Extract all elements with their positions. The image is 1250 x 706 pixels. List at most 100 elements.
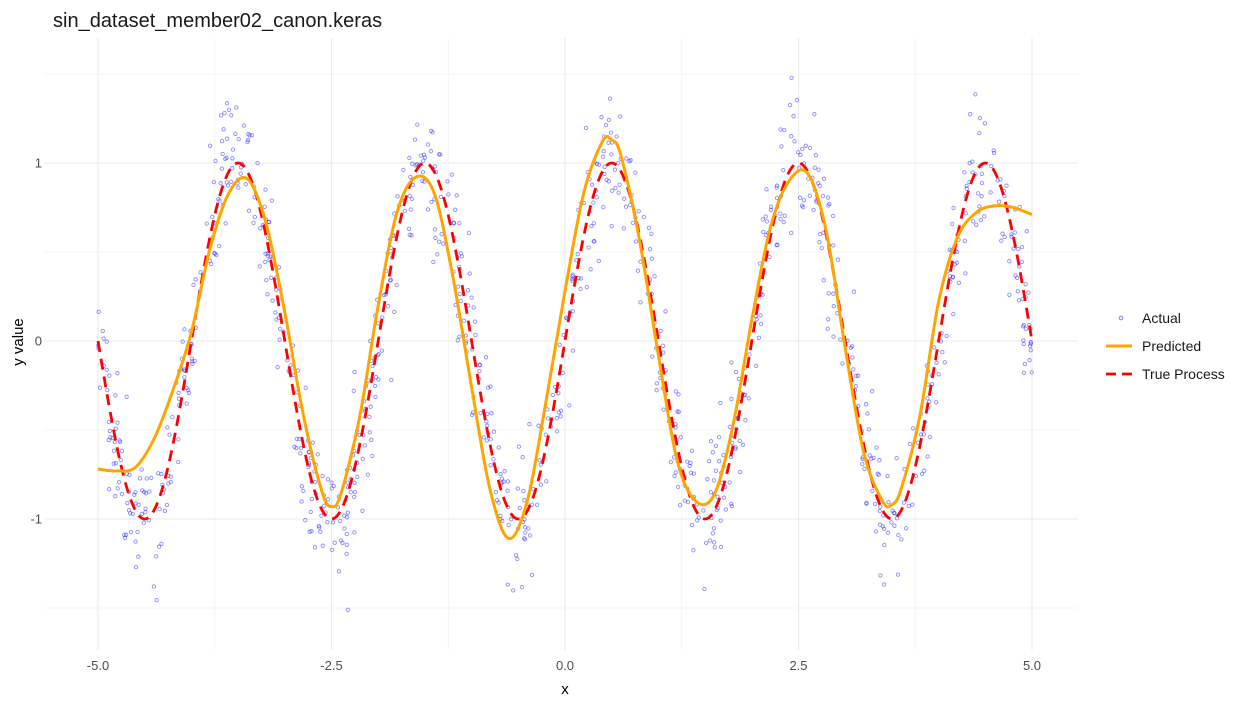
- actual-point: [292, 444, 297, 449]
- actual-point: [370, 453, 375, 459]
- actual-point: [180, 339, 185, 344]
- actual-point: [554, 429, 560, 434]
- actual-point: [151, 584, 157, 589]
- actual-point: [211, 179, 217, 185]
- actual-point: [774, 183, 780, 188]
- actual-point: [529, 572, 535, 577]
- actual-point: [141, 489, 147, 495]
- actual-point: [877, 508, 882, 514]
- actual-point: [255, 160, 260, 166]
- actual-point: [807, 193, 812, 198]
- actual-point: [624, 156, 629, 161]
- actual-point: [622, 196, 627, 201]
- actual-point: [122, 532, 127, 537]
- actual-point: [838, 337, 843, 342]
- actual-point: [230, 166, 235, 171]
- legend-key-actual: [1118, 315, 1124, 321]
- actual-point: [889, 520, 894, 525]
- actual-point: [115, 371, 120, 376]
- actual-point: [165, 425, 170, 430]
- actual-point: [880, 524, 886, 529]
- actual-point: [164, 502, 170, 508]
- actual-point: [386, 304, 391, 309]
- actual-point: [831, 304, 836, 309]
- actual-point: [493, 490, 499, 495]
- actual-point: [711, 540, 717, 545]
- actual-point: [127, 472, 132, 478]
- actual-point: [491, 429, 497, 434]
- actual-point: [570, 272, 575, 277]
- actual-point: [511, 588, 516, 593]
- actual-point: [676, 409, 681, 414]
- x-tick-label: -2.5: [320, 658, 342, 673]
- actual-point: [758, 321, 764, 327]
- actual-point: [1029, 370, 1034, 375]
- actual-point: [652, 274, 657, 279]
- actual-point: [352, 480, 357, 485]
- actual-point: [97, 385, 103, 390]
- actual-point: [133, 539, 138, 544]
- actual-point: [608, 130, 614, 135]
- actual-point: [298, 451, 303, 456]
- actual-point: [1021, 322, 1027, 328]
- actual-point: [485, 423, 490, 428]
- actual-point: [517, 505, 522, 511]
- actual-point: [455, 338, 460, 343]
- actual-point: [594, 195, 599, 200]
- actual-point: [882, 542, 887, 548]
- actual-point: [875, 471, 880, 476]
- actual-point: [422, 179, 427, 184]
- actual-point: [1022, 361, 1028, 367]
- actual-point: [224, 180, 229, 185]
- actual-point: [1007, 292, 1012, 297]
- actual-point: [137, 476, 143, 481]
- actual-point: [469, 295, 474, 300]
- actual-point: [925, 454, 930, 459]
- actual-point: [338, 538, 344, 543]
- actual-point: [867, 453, 872, 458]
- actual-point: [477, 368, 482, 374]
- actual-point: [267, 219, 272, 225]
- actual-point: [989, 163, 994, 169]
- actual-point: [316, 523, 322, 529]
- actual-point: [696, 515, 702, 520]
- actual-point: [210, 214, 215, 220]
- actual-point: [614, 134, 619, 139]
- actual-point: [787, 102, 793, 108]
- actual-point: [144, 476, 149, 481]
- actual-point: [500, 518, 505, 524]
- actual-point: [799, 203, 805, 208]
- actual-point: [313, 479, 318, 485]
- actual-point: [513, 553, 519, 558]
- actual-point: [768, 204, 774, 209]
- actual-point: [849, 344, 855, 349]
- actual-point: [1019, 259, 1024, 265]
- actual-point: [974, 222, 979, 227]
- actual-point: [596, 162, 601, 167]
- actual-point: [362, 443, 367, 448]
- actual-point: [119, 491, 125, 497]
- actual-point: [650, 354, 655, 359]
- actual-point: [318, 529, 323, 534]
- actual-point: [264, 277, 269, 283]
- actual-point: [967, 161, 972, 166]
- actual-point: [737, 438, 742, 443]
- actual-point: [234, 105, 239, 110]
- actual-point: [515, 486, 520, 491]
- actual-point: [853, 384, 859, 389]
- actual-point: [360, 508, 365, 513]
- actual-point: [673, 389, 678, 394]
- actual-point: [807, 145, 813, 151]
- actual-point: [522, 525, 528, 530]
- x-tick-label: 5.0: [1023, 658, 1041, 673]
- actual-point: [927, 434, 932, 440]
- actual-point: [112, 440, 117, 445]
- actual-point: [245, 138, 251, 143]
- actual-point: [373, 375, 379, 380]
- actual-point: [113, 461, 119, 466]
- actual-point: [817, 183, 822, 188]
- actual-point: [251, 220, 256, 226]
- actual-point: [911, 426, 916, 431]
- actual-point: [774, 185, 779, 190]
- actual-point: [922, 468, 927, 473]
